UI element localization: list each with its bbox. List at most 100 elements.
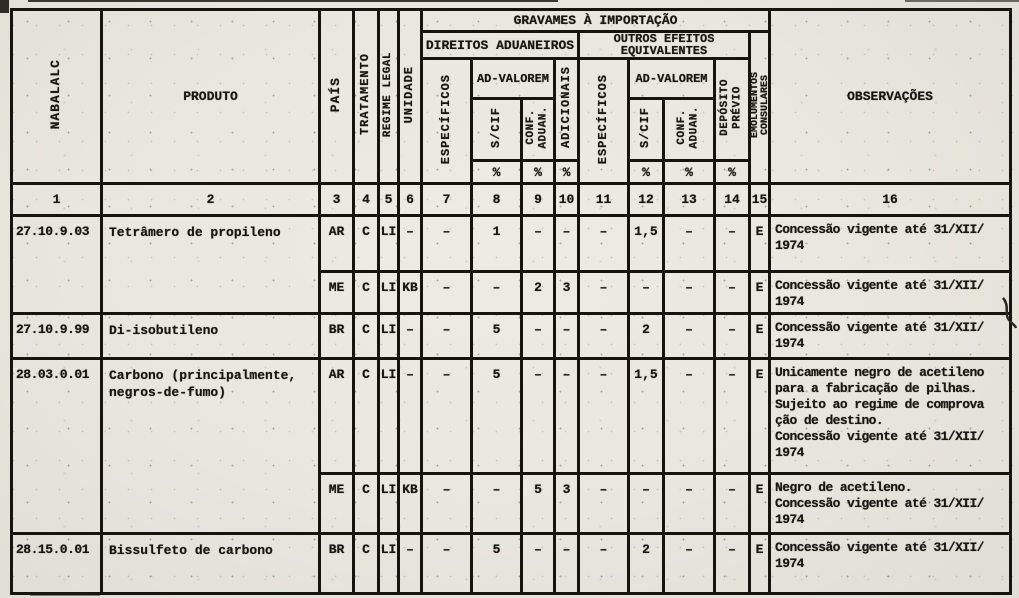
cell-adicionais: – xyxy=(553,312,580,360)
col-header-pais: PAÍS xyxy=(318,8,355,185)
col-number-3: 3 xyxy=(318,182,355,217)
cell-conf-aduan-1: – xyxy=(520,532,556,595)
header-row-advalorem: ESPECÍFICOS AD-VALOREM ADICIONAIS ESPECÍ… xyxy=(12,57,1011,185)
percent-cell-14: % xyxy=(713,159,751,185)
percent-cell-9: % xyxy=(520,159,556,185)
cell-scif-1: 5 xyxy=(470,357,523,475)
header-row-groups: DIREITOS ADUANEIROS OUTROS EFEITOS EQUIV… xyxy=(12,30,1011,185)
col-header-produto: PRODUTO xyxy=(100,8,321,185)
col-number-11: 11 xyxy=(577,182,630,217)
cell-conf-aduan-1: 2 xyxy=(520,270,556,315)
cell-emolumentos: E xyxy=(747,472,772,535)
col-header-scif-2-label: S/CIF xyxy=(638,106,653,148)
cell-nabalalc: 27.10.9.03 xyxy=(10,214,103,315)
header-row-gravames: NABALALC PRODUTO PAÍS TRATAMENTO REGIME … xyxy=(10,8,1013,185)
col-number-4: 4 xyxy=(352,182,380,217)
cell-pais: AR xyxy=(318,214,355,273)
col-number-12: 12 xyxy=(627,182,665,217)
col-header-especificos-1: ESPECÍFICOS xyxy=(420,57,473,185)
cell-emolumentos: E xyxy=(747,270,772,315)
cell-deposito: – xyxy=(713,357,751,475)
cell-especificos-2: – xyxy=(577,270,630,315)
cell-regime: LI xyxy=(377,214,400,273)
margin-pen-mark xyxy=(1001,297,1018,329)
cell-unidade: – xyxy=(397,357,423,475)
cell-nabalalc: 28.15.0.01 xyxy=(10,532,103,595)
cell-scif-1: 1 xyxy=(470,214,523,273)
cell-deposito: – xyxy=(713,312,751,360)
band-header-gravames: GRAVAMES À IMPORTAÇÃO xyxy=(419,8,772,33)
col-header-unidade: UNIDADE xyxy=(397,8,423,185)
cell-pais: BR xyxy=(318,312,355,360)
cell-tratamento: C xyxy=(352,312,380,360)
col-header-conf-aduan-2: CONF. ADUAN. xyxy=(662,97,716,162)
cell-observacoes: Negro de acetileno. Concessão vigente at… xyxy=(768,472,1013,535)
percent-cell-12: % xyxy=(627,159,665,185)
cell-adicionais: – xyxy=(553,214,580,273)
cell-emolumentos: E xyxy=(747,312,772,360)
percent-cell-10: % xyxy=(553,159,580,185)
cell-unidade: – xyxy=(397,312,423,360)
col-number-15: 15 xyxy=(747,182,772,217)
cell-conf-aduan-2: – xyxy=(662,312,716,360)
col-header-conf-aduan-1: CONF. ADUAN. xyxy=(520,97,556,162)
band-header-ad-valorem-2: AD-VALOREM xyxy=(627,57,716,100)
col-number-8: 8 xyxy=(470,182,523,217)
cell-emolumentos: E xyxy=(747,532,772,595)
header-row-subcols: S/CIF CONF. ADUAN. S/CIF CONF. ADUAN. xyxy=(12,97,1011,162)
cell-tratamento: C xyxy=(352,357,380,475)
col-header-especificos-2: ESPECÍFICOS xyxy=(577,57,630,185)
cell-emolumentos: E xyxy=(747,357,772,475)
col-number-9: 9 xyxy=(520,182,556,217)
scan-artifact-top-line xyxy=(28,0,558,2)
cell-adicionais: 3 xyxy=(553,270,580,315)
col-header-pais-label: PAÍS xyxy=(328,76,344,113)
table-row: 28.15.0.01 Bissulfeto de carbono BR C LI… xyxy=(10,532,1013,595)
cell-conf-aduan-1: – xyxy=(520,357,556,475)
col-header-regime-legal: REGIME LEGAL xyxy=(377,8,400,185)
cell-especificos-2: – xyxy=(577,357,630,475)
cell-conf-aduan-2: – xyxy=(662,357,716,475)
cell-especificos-1: – xyxy=(420,270,473,315)
cell-scif-2: 1,5 xyxy=(627,214,665,273)
scan-artifact-top-line-right xyxy=(905,0,1019,2)
cell-tratamento: C xyxy=(352,532,380,595)
cell-especificos-2: – xyxy=(577,214,630,273)
band-header-outros-efeitos: OUTROS EFEITOS EQUIVALENTES xyxy=(577,30,751,60)
cell-scif-1: 5 xyxy=(470,532,523,595)
cell-produto: Bissulfeto de carbono xyxy=(100,532,321,595)
col-header-emolumentos-label: EMOLUMENTOS CONSULARES xyxy=(750,72,770,139)
col-header-especificos-2-label: ESPECÍFICOS xyxy=(595,73,610,165)
cell-especificos-1: – xyxy=(420,312,473,360)
band-header-direitos-aduaneiros: DIREITOS ADUANEIROS xyxy=(420,30,580,60)
col-header-especificos-1-label: ESPECÍFICOS xyxy=(438,73,453,165)
cell-deposito: – xyxy=(713,270,751,315)
cell-especificos-2: – xyxy=(577,312,630,360)
col-number-5: 5 xyxy=(377,182,400,217)
col-number-7: 7 xyxy=(420,182,473,217)
cell-scif-2: – xyxy=(627,270,665,315)
col-header-deposito-previo: DEPÓSITO PRÉVIO xyxy=(713,57,751,162)
cell-pais: ME xyxy=(318,472,355,535)
table-row: 28.03.0.01 Carbono (principalmente, negr… xyxy=(10,357,1013,535)
cell-conf-aduan-2: – xyxy=(662,270,716,315)
col-number-1: 1 xyxy=(10,182,103,217)
cell-regime: LI xyxy=(377,357,400,475)
cell-scif-1: – xyxy=(470,270,523,315)
cell-scif-1: 5 xyxy=(470,312,523,360)
cell-unidade: KB xyxy=(397,472,423,535)
header-row-percent: % % % % % % xyxy=(12,159,1011,185)
cell-observacoes: Concessão vigente até 31/XII/ 1974 xyxy=(768,270,1013,315)
column-numbers-row: 1 2 3 4 5 6 7 8 9 10 11 12 13 14 15 16 xyxy=(10,182,1013,217)
cell-nabalalc: 27.10.9.99 xyxy=(10,312,103,360)
cell-observacoes: Unicamente negro de acetileno para a fab… xyxy=(768,357,1013,475)
cell-conf-aduan-1: – xyxy=(520,312,556,360)
cell-deposito: – xyxy=(713,214,751,273)
col-header-unidade-label: UNIDADE xyxy=(402,65,417,124)
cell-conf-aduan-2: – xyxy=(662,214,716,273)
cell-observacoes: Concessão vigente até 31/XII/ 1974 xyxy=(768,214,1013,273)
cell-regime: LI xyxy=(377,312,400,360)
cell-deposito: – xyxy=(713,472,751,535)
percent-cell-13: % xyxy=(662,159,716,185)
